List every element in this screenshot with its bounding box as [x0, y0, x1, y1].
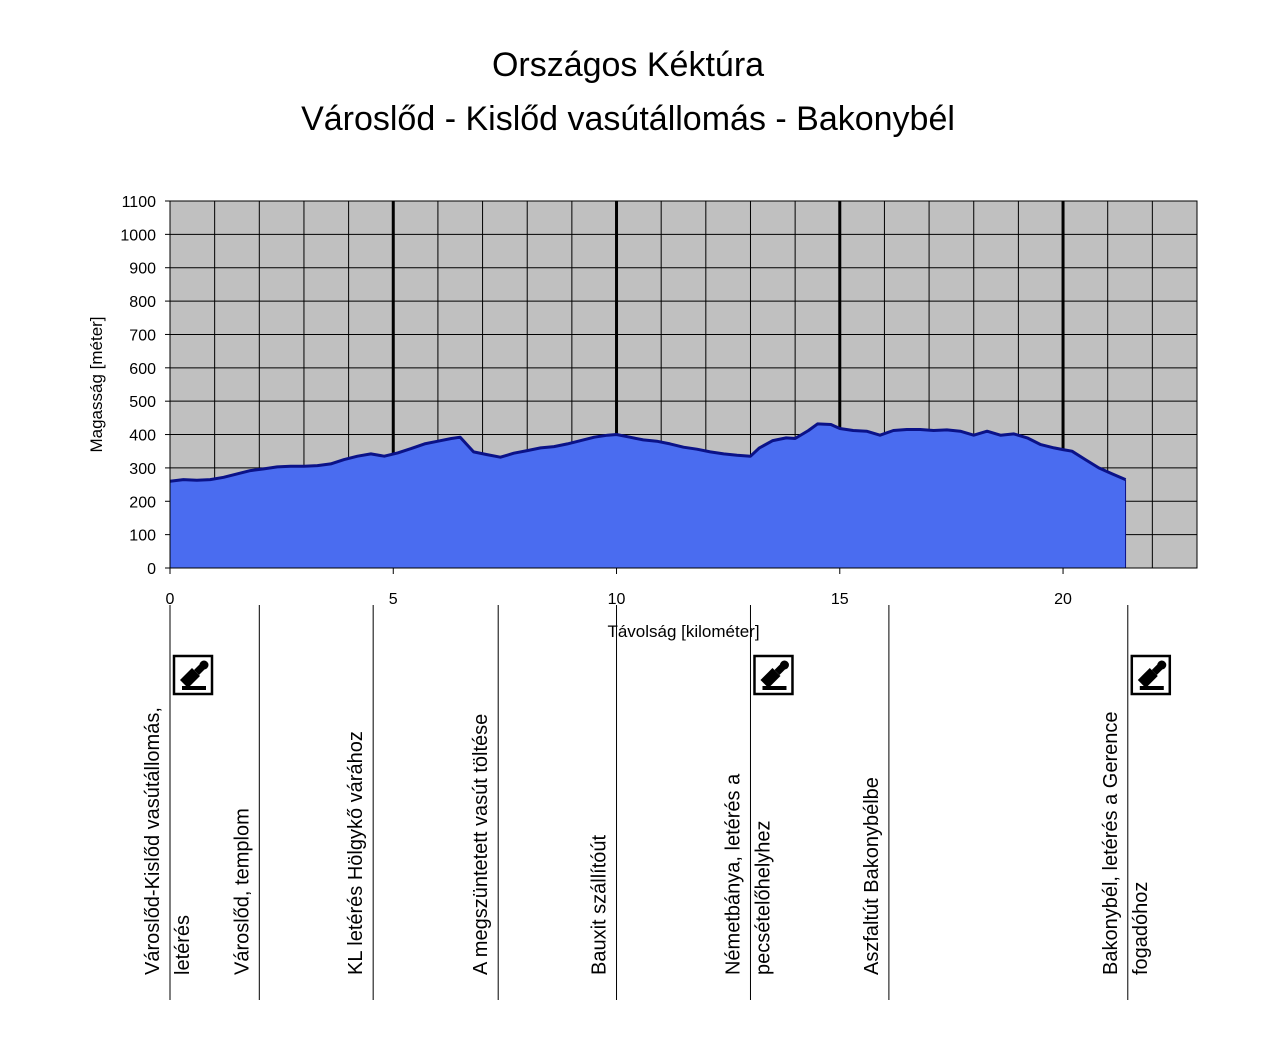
x-tick-label: 15: [831, 591, 849, 608]
y-tick-label: 400: [129, 428, 156, 445]
y-tick-label: 0: [147, 561, 156, 578]
axes: 0 100 200 300 400 500 600 700 800 900 1000 1100 0 5 10…: [120, 194, 1197, 608]
chart-title-line1: Országos Kéktúra: [491, 46, 765, 84]
y-tick-label: 900: [129, 261, 156, 278]
waypoint-label: pecsételőhelyhez: [752, 820, 774, 975]
waypoint-marker: Aszfaltút Bakonybélbe: [861, 605, 890, 1000]
x-tick-label: 10: [608, 591, 626, 608]
waypoint-label: fogadóhoz: [1130, 882, 1152, 975]
stamp-icon-base: [1139, 686, 1164, 690]
y-tick-label: 300: [129, 461, 156, 478]
stamp-icon: [753, 654, 794, 696]
waypoint-label: Városlőd, templom: [231, 808, 253, 975]
y-tick-label: 200: [129, 494, 156, 511]
elevation-line: [169, 422, 1127, 483]
y-tick-label: 1000: [120, 227, 156, 244]
stamp-icon-base: [182, 686, 206, 690]
y-tick-label: 100: [129, 528, 156, 545]
stamp-icon-knob: [199, 660, 209, 670]
y-axis-title: Magasság [méter]: [87, 316, 106, 452]
elevation-area: [170, 423, 1126, 568]
stamp-icon: [172, 654, 214, 696]
stamp-icon-knob: [1157, 660, 1167, 670]
waypoint-label: Bakonybél, letérés a Gerence: [1100, 712, 1122, 976]
waypoint-label: Aszfaltút Bakonybélbe: [861, 777, 883, 975]
stamp-icon-body: [180, 668, 200, 688]
waypoint-label: letérés: [172, 915, 194, 975]
stamp-icon: [1130, 654, 1172, 696]
waypoint-marker: Városlőd-Kislőd vasútállomás, letérés: [142, 605, 214, 1000]
waypoint-label: Városlőd-Kislőd vasútállomás,: [142, 707, 164, 975]
waypoint-marker: Németbánya, letérés a pecsételőhelyhez: [722, 605, 794, 1000]
stamp-icon-knob: [779, 660, 789, 670]
waypoint-marker: A megszüntetett vasút töltése: [470, 605, 499, 1000]
y-tick-label: 1100: [122, 194, 157, 211]
x-tick-label: 5: [389, 591, 398, 608]
y-tick-label: 500: [129, 394, 156, 411]
waypoint-marker: Városlőd, templom: [231, 605, 260, 1000]
y-tick-label: 800: [129, 294, 156, 311]
x-tick-label: 20: [1054, 591, 1072, 608]
waypoint-marker: KL letérés Hölgykő várához: [345, 605, 374, 1000]
stamp-icon-body: [760, 668, 781, 688]
x-axis-title: Távolság [kilométer]: [607, 622, 759, 641]
y-tick-label: 700: [129, 327, 156, 344]
plot-area: [169, 200, 1198, 569]
y-tick-label: 600: [129, 361, 156, 378]
waypoint-marker: Bauxit szállítóút: [589, 605, 618, 1000]
waypoint-marker: Bakonybél, letérés a Gerence fogadóhoz: [1100, 605, 1172, 1000]
waypoint-label: Németbánya, letérés a: [722, 773, 744, 975]
waypoint-label: KL letérés Hölgykő várához: [345, 731, 367, 975]
stamp-icon-base: [762, 686, 787, 690]
stamp-icon-body: [1137, 668, 1158, 688]
waypoint-label: Bauxit szállítóút: [589, 834, 611, 975]
x-tick-label: 0: [166, 591, 175, 608]
waypoint-label: A megszüntetett vasút töltése: [470, 714, 492, 975]
chart-title-line2: Városlőd - Kislőd vasútállomás - Bakonyb…: [301, 100, 955, 138]
waypoint-annotations: Városlőd-Kislőd vasútállomás, letérés Váro…: [142, 605, 1172, 1000]
